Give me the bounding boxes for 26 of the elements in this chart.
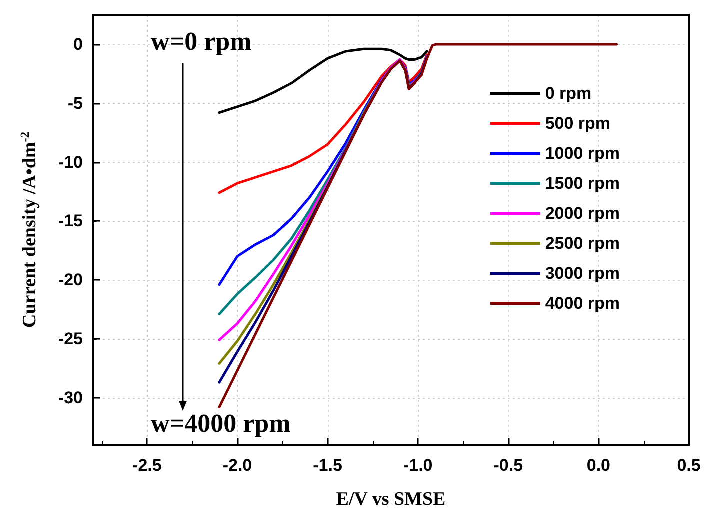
x-tick-label: -0.5 <box>494 456 524 475</box>
legend-label: 2500 rpm <box>545 234 620 253</box>
x-tick-label: 0.5 <box>677 456 701 475</box>
y-tick-label: -20 <box>58 270 83 290</box>
x-tick-label: 0.0 <box>586 456 611 475</box>
y-tick-label: -10 <box>58 152 83 172</box>
legend-label: 4000 rpm <box>545 294 620 313</box>
x-tick-label: -1.5 <box>313 456 342 475</box>
legend-label: 3000 rpm <box>545 264 620 283</box>
y-tick-label: -15 <box>58 212 83 231</box>
x-tick-label: -2.0 <box>222 456 252 475</box>
x-axis-title: E/V vs SMSE <box>336 489 446 510</box>
legend-label: 1000 rpm <box>545 144 620 163</box>
legend-label: 2000 rpm <box>545 204 620 223</box>
y-tick-label: -25 <box>58 329 83 348</box>
legend-label: 0 rpm <box>545 84 592 103</box>
y-tick-label: 0 <box>74 34 83 54</box>
y-tick-label: -30 <box>58 388 83 408</box>
y-tick-label: -5 <box>68 94 83 113</box>
legend-label: 1500 rpm <box>545 174 620 193</box>
x-tick-label: -1.0 <box>403 456 433 475</box>
x-tick-label: -2.5 <box>132 456 162 475</box>
annotation: w=0 rpm <box>151 27 252 57</box>
y-axis-title: Current density /A•dm-2 <box>18 132 40 328</box>
legend-label: 500 rpm <box>545 114 611 133</box>
annotation: w=4000 rpm <box>151 409 291 439</box>
